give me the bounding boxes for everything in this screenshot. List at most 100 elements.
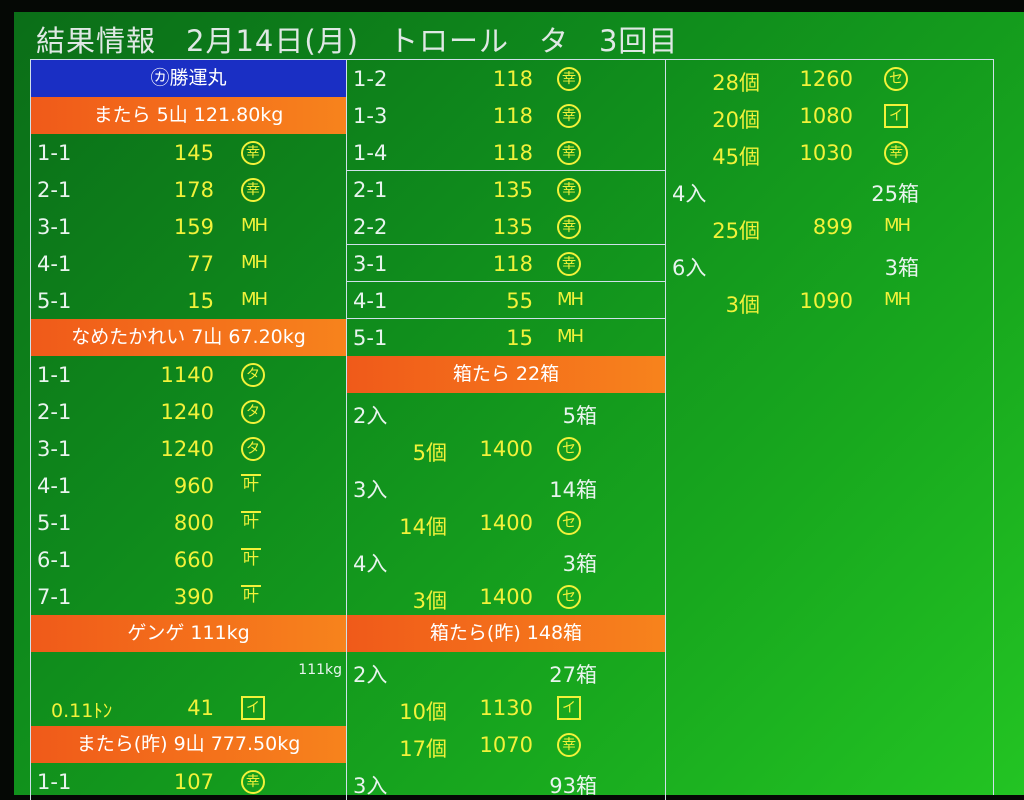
page-title: 結果情報 2月14日(月) トロール タ 3回目	[36, 24, 679, 58]
price-value: 118	[492, 252, 533, 276]
price-value: 55	[506, 289, 533, 313]
lot-code: 3-1	[37, 437, 72, 461]
buyer-mark-icon: 叶	[241, 585, 261, 605]
lot-code: 1-1	[37, 770, 72, 794]
buyer-mark-icon: 叶	[241, 548, 261, 568]
price-value: 1400	[479, 585, 533, 609]
buyer-mark-icon: イ	[557, 696, 581, 720]
list-item: 2-1 178 幸	[31, 171, 346, 208]
lot-code: 2-1	[37, 178, 72, 202]
buyer-mark-icon: 幸	[557, 252, 581, 276]
price-value: 1080	[799, 104, 853, 128]
piece-count: 17個	[399, 737, 447, 761]
price-value: 1240	[160, 437, 214, 461]
lot-code: 5-1	[37, 289, 72, 313]
list-item: 3-1 159 MH	[31, 208, 346, 245]
price-value: 1260	[799, 67, 853, 91]
section-header: ゲンゲ 111kg	[31, 615, 346, 652]
price-value: 1400	[479, 511, 533, 535]
list-item: 5-1 15 MH	[31, 282, 346, 319]
box-count: 27箱	[549, 663, 597, 687]
lot-code: 3-1	[37, 215, 72, 239]
lot-code: 3-1	[353, 252, 388, 276]
lot-code: 7-1	[37, 585, 72, 609]
buyer-mark-icon: 幸	[884, 141, 908, 165]
list-item: 5個 1400 セ	[347, 430, 665, 467]
buyer-mark-icon: MH	[557, 289, 584, 310]
list-item: 25個 899 MH	[666, 208, 993, 245]
list-item: 4-1 960 叶	[31, 467, 346, 504]
box-count: 93箱	[549, 774, 597, 798]
list-item: 3入 93箱	[347, 763, 665, 800]
price-value: 15	[506, 326, 533, 350]
lot-code: 5-1	[353, 326, 388, 350]
buyer-mark-icon: 幸	[557, 104, 581, 128]
buyer-mark-icon: MH	[557, 326, 584, 347]
buyer-mark-icon: セ	[557, 437, 581, 461]
buyer-mark-icon: イ	[241, 696, 265, 720]
list-item: 0.11ﾄﾝ 41 イ	[31, 689, 346, 726]
price-value: 1090	[799, 289, 853, 313]
section-header: またら 5山 121.80kg	[31, 97, 346, 134]
price-value: 118	[492, 104, 533, 128]
list-item: 3入 14箱	[347, 467, 665, 504]
price-value: 1140	[160, 363, 214, 387]
list-item: 2-2 135 幸	[347, 208, 665, 245]
price-value: 107	[173, 770, 214, 794]
pack-size: 3入	[353, 774, 388, 798]
display-screen	[14, 12, 1024, 795]
lot-code: 6-1	[37, 548, 72, 572]
list-item: 2入 27箱	[347, 652, 665, 689]
buyer-mark-icon: タ	[241, 363, 265, 387]
buyer-mark-icon: MH	[241, 215, 268, 236]
lot-code: 1-1	[37, 363, 72, 387]
price-value: 1130	[479, 696, 533, 720]
list-item: 5-1 15 MH	[347, 319, 665, 356]
list-item: 3個 1400 セ	[347, 578, 665, 615]
section-header: 箱たら(昨) 148箱	[347, 615, 665, 652]
price-value: 118	[492, 67, 533, 91]
lot-code: 1-4	[353, 141, 388, 165]
price-value: 77	[187, 252, 214, 276]
piece-count: 3個	[725, 293, 760, 317]
price-value: 41	[187, 696, 214, 720]
buyer-mark-icon: MH	[884, 215, 911, 236]
price-value: 1030	[799, 141, 853, 165]
buyer-mark-icon: タ	[241, 400, 265, 424]
column-1: ㋕勝運丸 またら 5山 121.80kg 1-1 145 幸 2-1 178 幸 3-1 159 M…	[30, 59, 347, 800]
buyer-mark-icon: 幸	[557, 215, 581, 239]
list-item: 28個 1260 セ	[666, 60, 993, 97]
piece-count: 10個	[399, 700, 447, 724]
lot-code: 1-2	[353, 67, 388, 91]
buyer-mark-icon: 幸	[241, 141, 265, 165]
list-item: 1-4 118 幸	[347, 134, 665, 171]
buyer-mark-icon: タ	[241, 437, 265, 461]
price-value: 145	[173, 141, 214, 165]
lot-code: 5-1	[37, 511, 72, 535]
list-item: 4入 3箱	[347, 541, 665, 578]
price-value: 15	[187, 289, 214, 313]
weight-note: 111kg	[298, 662, 342, 678]
price-value: 660	[173, 548, 214, 572]
list-item: 14個 1400 セ	[347, 504, 665, 541]
pack-size: 2入	[353, 404, 388, 428]
lot-code: 4-1	[37, 252, 72, 276]
list-item: 4-1 77 MH	[31, 245, 346, 282]
list-item: 3-1 1240 タ	[31, 430, 346, 467]
price-value: 1400	[479, 437, 533, 461]
pack-size: 4入	[353, 552, 388, 576]
list-item: 1-3 118 幸	[347, 97, 665, 134]
price-value: 899	[812, 215, 853, 239]
buyer-mark-icon: セ	[557, 511, 581, 535]
price-value: 800	[173, 511, 214, 535]
buyer-mark-icon: 幸	[241, 178, 265, 202]
list-item: 1-2 118 幸	[347, 60, 665, 97]
buyer-mark-icon: 幸	[557, 733, 581, 757]
lot-code: 2-1	[353, 178, 388, 202]
list-item: 4入 25箱	[666, 171, 993, 208]
pack-size: 4入	[672, 182, 707, 206]
list-item: 1-1 1140 タ	[31, 356, 346, 393]
price-value: 135	[492, 215, 533, 239]
box-count: 25箱	[871, 182, 919, 206]
pack-size: 3入	[353, 478, 388, 502]
